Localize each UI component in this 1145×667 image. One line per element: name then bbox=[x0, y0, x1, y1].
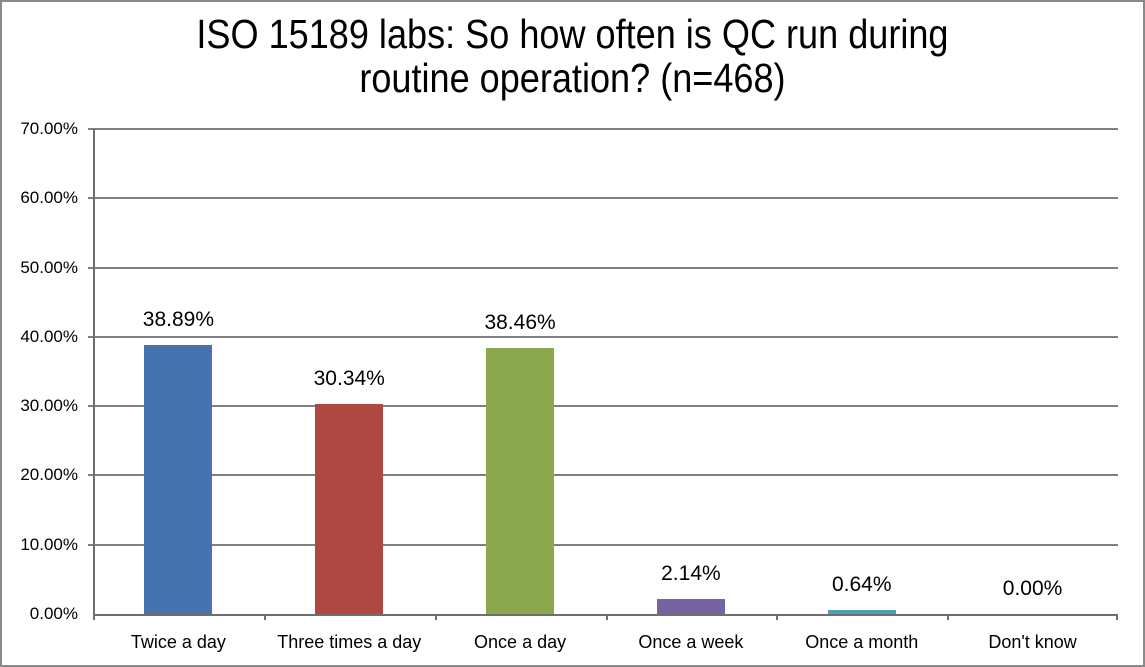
chart-title-line1: ISO 15189 labs: So how often is QC run d… bbox=[196, 11, 949, 57]
bar-once-a-week bbox=[656, 599, 725, 614]
x-axis-line bbox=[93, 614, 1118, 616]
value-label-three-times-a-day: 30.34% bbox=[313, 366, 385, 390]
gridline-30-percent bbox=[88, 405, 1118, 408]
chart-title: ISO 15189 labs: So how often is QC run d… bbox=[69, 12, 1077, 100]
value-label-once-a-day: 38.46% bbox=[484, 310, 556, 334]
bar-once-a-day bbox=[486, 347, 555, 614]
y-tick-label-70-00: 70.00% bbox=[20, 119, 78, 138]
x-axis-tick bbox=[606, 614, 608, 620]
category-label-three-times-a-day: Three times a day bbox=[277, 632, 422, 652]
y-tick-label-50-00: 50.00% bbox=[20, 257, 78, 277]
gridline-70-percent bbox=[88, 128, 1118, 130]
gridline-50-percent bbox=[88, 266, 1118, 269]
x-axis-tick bbox=[264, 614, 266, 620]
x-axis-tick bbox=[1116, 614, 1118, 620]
value-label-don-t-know: 0.00% bbox=[1002, 577, 1063, 600]
plot-area: 38.89% 30.34% 38.46% 2.14% 0.64% 0.00% bbox=[88, 128, 1118, 620]
y-tick-label-60-00: 60.00% bbox=[20, 188, 78, 208]
y-axis-line bbox=[93, 129, 95, 616]
bar-once-a-month bbox=[827, 609, 896, 614]
bar-three-times-a-day bbox=[315, 403, 384, 614]
gridline-60-percent bbox=[88, 197, 1118, 200]
value-label-once-a-month: 0.64% bbox=[831, 572, 892, 596]
value-label-once-a-week: 2.14% bbox=[661, 562, 721, 586]
value-label-twice-a-day: 38.89% bbox=[142, 307, 215, 331]
category-label-once-a-day: Once a day bbox=[474, 632, 567, 652]
gridline-20-percent bbox=[88, 474, 1118, 477]
y-tick-label-10-00: 10.00% bbox=[20, 534, 78, 554]
x-axis-tick bbox=[947, 614, 949, 620]
category-label-once-a-week: Once a week bbox=[638, 632, 744, 652]
x-axis-tick bbox=[435, 614, 437, 620]
gridline-10-percent bbox=[88, 543, 1118, 546]
chart-title-line2: routine operation? (n=468) bbox=[359, 55, 786, 101]
x-axis-tick bbox=[93, 614, 95, 620]
y-tick-label-20-00: 20.00% bbox=[20, 465, 78, 485]
gridline-40-percent bbox=[88, 335, 1118, 338]
y-tick-label-0-00: 0.00% bbox=[29, 604, 78, 623]
category-label-twice-a-day: Twice a day bbox=[130, 632, 226, 652]
category-label-don-t-know: Don't know bbox=[988, 632, 1077, 652]
x-axis-tick bbox=[776, 614, 778, 620]
y-tick-label-40-00: 40.00% bbox=[20, 326, 78, 346]
category-label-once-a-month: Once a month bbox=[805, 632, 919, 652]
y-tick-label-30-00: 30.00% bbox=[20, 396, 78, 416]
bar-twice-a-day bbox=[144, 344, 213, 614]
